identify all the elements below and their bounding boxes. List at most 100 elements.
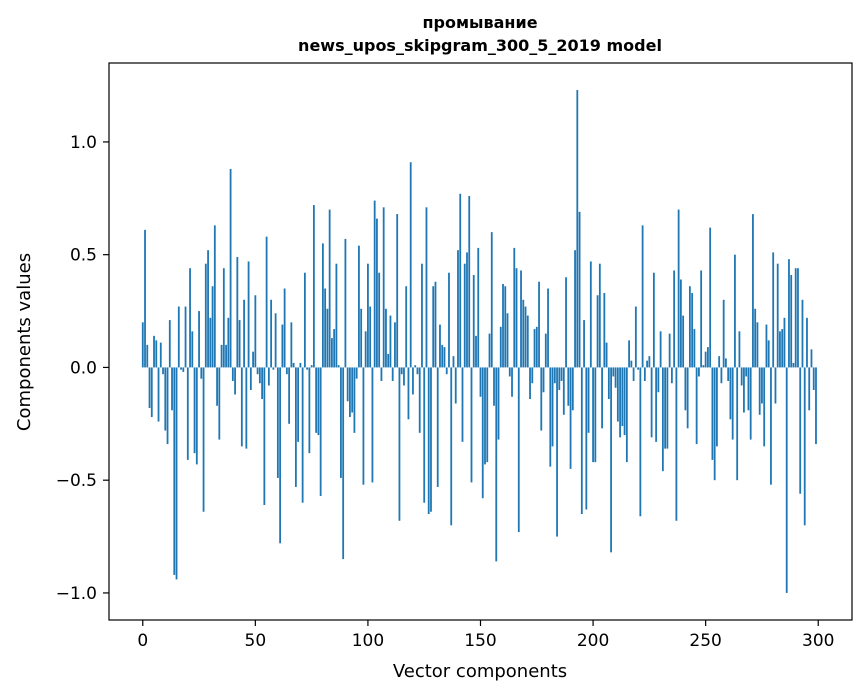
bar-55: [265, 236, 268, 368]
bar-154: [488, 333, 491, 368]
bar-181: [549, 367, 552, 467]
bar-161: [504, 286, 507, 368]
bar-299: [815, 367, 817, 445]
bar-38: [227, 317, 230, 368]
bar-243: [688, 286, 691, 368]
bar-297: [810, 349, 813, 368]
bar-28: [204, 263, 207, 368]
bar-183: [553, 367, 556, 384]
bar-242: [686, 367, 689, 429]
bar-168: [520, 270, 522, 368]
bar-146: [470, 367, 473, 483]
bar-111: [391, 367, 394, 381]
bar-261: [729, 367, 732, 420]
bar-296: [808, 367, 811, 411]
bar-93: [351, 367, 354, 413]
bar-48: [249, 367, 252, 390]
bar-155: [490, 232, 493, 368]
bar-86: [335, 263, 338, 368]
bar-102: [371, 367, 374, 483]
bar-239: [679, 279, 682, 368]
bar-105: [378, 272, 381, 368]
bar-194: [578, 211, 581, 368]
bar-145: [468, 196, 471, 368]
bar-39: [229, 168, 232, 368]
bar-240: [682, 315, 685, 368]
bar-88: [340, 367, 342, 478]
bar-226: [650, 367, 653, 438]
bar-255: [716, 367, 718, 447]
bar-176: [538, 281, 540, 368]
bar-47: [247, 261, 250, 368]
bar-72: [303, 272, 306, 368]
bar-128: [430, 367, 432, 512]
bar-56: [267, 367, 270, 386]
bar-174: [533, 329, 536, 368]
bar-157: [495, 367, 498, 562]
y-tick-label-1: −0.5: [56, 471, 97, 491]
bar-180: [547, 288, 549, 368]
bar-191: [571, 367, 574, 411]
bar-106: [380, 367, 383, 381]
bar-234: [668, 333, 671, 368]
bar-236: [673, 270, 676, 368]
bar-83: [328, 209, 331, 368]
bar-34: [218, 367, 221, 440]
bar-200: [592, 367, 594, 463]
bar-139: [454, 367, 457, 404]
bar-22: [191, 331, 194, 368]
bar-112: [394, 322, 396, 368]
bar-218: [632, 367, 635, 381]
bar-49: [252, 351, 254, 368]
bar-286: [785, 367, 788, 593]
x-tick-label-150: 150: [464, 631, 496, 651]
bar-51: [256, 367, 259, 375]
bar-26: [200, 367, 203, 379]
bar-199: [589, 261, 592, 368]
bar-100: [367, 263, 369, 368]
bar-241: [684, 367, 687, 411]
bar-44: [240, 367, 243, 447]
bar-61: [279, 367, 282, 544]
bar-113: [396, 214, 399, 368]
bar-58: [272, 367, 275, 370]
bar-53: [261, 367, 263, 399]
bar-135: [445, 367, 448, 375]
bar-35: [220, 344, 223, 368]
bar-214: [623, 367, 626, 436]
bar-3: [148, 367, 151, 409]
bar-149: [477, 247, 480, 368]
bar-99: [364, 331, 367, 368]
bar-7: [157, 367, 160, 422]
bar-24: [195, 367, 198, 465]
bar-117: [405, 286, 408, 368]
bar-283: [779, 331, 781, 368]
bar-20: [186, 367, 189, 460]
bar-280: [772, 252, 775, 368]
bar-57: [270, 299, 273, 368]
bar-251: [707, 347, 709, 368]
bar-205: [603, 293, 606, 368]
bar-237: [675, 367, 678, 521]
bar-172: [529, 367, 531, 399]
bar-192: [574, 250, 576, 368]
bar-107: [382, 207, 385, 368]
bar-114: [398, 367, 401, 521]
bar-101: [369, 306, 372, 368]
x-tick-label-200: 200: [577, 631, 609, 651]
bar-250: [704, 351, 707, 368]
bar-295: [806, 317, 808, 368]
bar-274: [758, 367, 761, 415]
bar-276: [763, 367, 766, 447]
bar-96: [358, 245, 360, 368]
bar-11: [166, 367, 169, 445]
bar-76: [312, 205, 315, 368]
bar-78: [317, 367, 320, 436]
bar-84: [331, 338, 333, 368]
bar-225: [648, 356, 651, 368]
bar-2: [146, 344, 149, 368]
bar-231: [661, 367, 664, 472]
bar-31: [211, 286, 214, 368]
bar-246: [695, 367, 698, 445]
